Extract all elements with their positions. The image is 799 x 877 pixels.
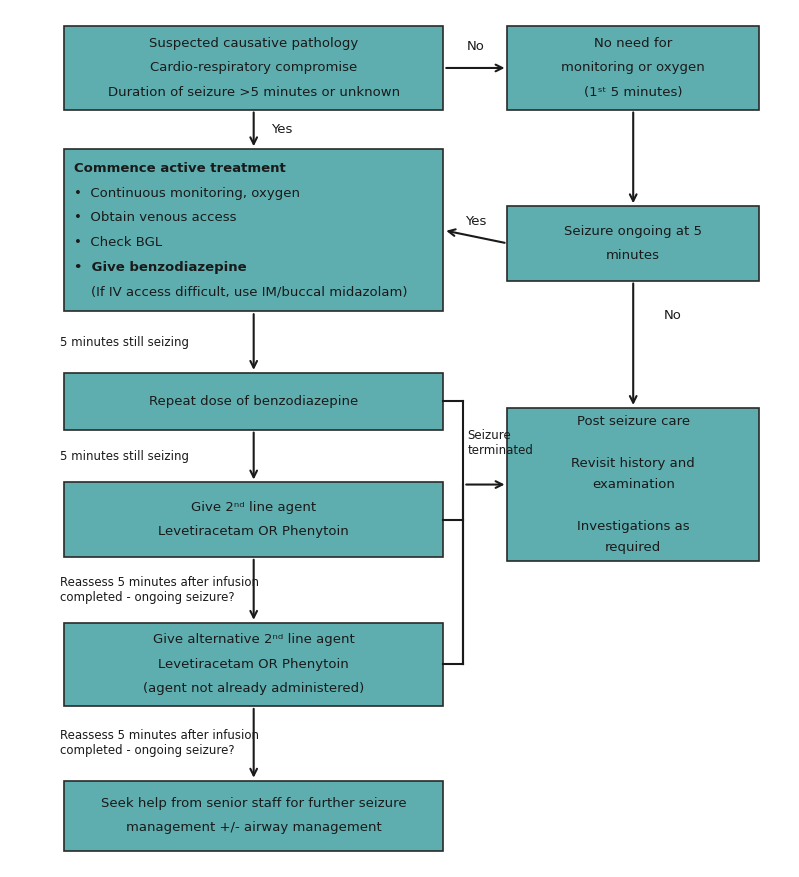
FancyBboxPatch shape	[64, 373, 443, 430]
Text: (1ˢᵗ 5 minutes): (1ˢᵗ 5 minutes)	[584, 86, 682, 99]
Text: 5 minutes still seizing: 5 minutes still seizing	[60, 336, 189, 348]
Text: monitoring or oxygen: monitoring or oxygen	[562, 61, 705, 75]
Text: (agent not already administered): (agent not already administered)	[143, 682, 364, 695]
Text: Post seizure care: Post seizure care	[577, 415, 690, 428]
Text: Give alternative 2ⁿᵈ line agent: Give alternative 2ⁿᵈ line agent	[153, 633, 355, 646]
Text: examination: examination	[592, 478, 674, 491]
Text: •  Check BGL: • Check BGL	[74, 236, 161, 249]
Text: No: No	[664, 310, 682, 322]
Text: Commence active treatment: Commence active treatment	[74, 162, 285, 175]
Text: required: required	[605, 541, 662, 554]
Text: Reassess 5 minutes after infusion
completed - ongoing seizure?: Reassess 5 minutes after infusion comple…	[60, 576, 259, 603]
Text: Duration of seizure >5 minutes or unknown: Duration of seizure >5 minutes or unknow…	[108, 86, 400, 99]
Text: •  Give benzodiazepine: • Give benzodiazepine	[74, 260, 246, 274]
Text: (If IV access difficult, use IM/buccal midazolam): (If IV access difficult, use IM/buccal m…	[74, 285, 407, 298]
FancyBboxPatch shape	[64, 482, 443, 557]
FancyBboxPatch shape	[507, 26, 759, 110]
Text: Seek help from senior staff for further seizure: Seek help from senior staff for further …	[101, 797, 407, 809]
Text: No: No	[467, 39, 484, 53]
FancyBboxPatch shape	[507, 206, 759, 281]
Text: Suspected causative pathology: Suspected causative pathology	[149, 37, 358, 50]
FancyBboxPatch shape	[64, 781, 443, 851]
FancyBboxPatch shape	[64, 623, 443, 706]
Text: Levetiracetam OR Phenytoin: Levetiracetam OR Phenytoin	[158, 525, 349, 538]
Text: Reassess 5 minutes after infusion
completed - ongoing seizure?: Reassess 5 minutes after infusion comple…	[60, 730, 259, 757]
Text: Revisit history and: Revisit history and	[571, 457, 695, 470]
Text: Investigations as: Investigations as	[577, 520, 690, 533]
Text: Levetiracetam OR Phenytoin: Levetiracetam OR Phenytoin	[158, 658, 349, 671]
Text: Seizure ongoing at 5: Seizure ongoing at 5	[564, 225, 702, 238]
Text: Seizure
terminated: Seizure terminated	[467, 429, 533, 457]
Text: Repeat dose of benzodiazepine: Repeat dose of benzodiazepine	[149, 395, 358, 408]
Text: •  Continuous monitoring, oxygen: • Continuous monitoring, oxygen	[74, 187, 300, 200]
Text: 5 minutes still seizing: 5 minutes still seizing	[60, 450, 189, 462]
Text: Yes: Yes	[271, 123, 292, 136]
Text: No need for: No need for	[594, 37, 672, 50]
FancyBboxPatch shape	[64, 26, 443, 110]
Text: minutes: minutes	[606, 249, 660, 262]
FancyBboxPatch shape	[507, 408, 759, 561]
Text: •  Obtain venous access: • Obtain venous access	[74, 211, 236, 225]
Text: management +/- airway management: management +/- airway management	[125, 822, 382, 834]
Text: Give 2ⁿᵈ line agent: Give 2ⁿᵈ line agent	[191, 501, 316, 514]
Text: Yes: Yes	[465, 215, 486, 228]
Text: Cardio-respiratory compromise: Cardio-respiratory compromise	[150, 61, 357, 75]
FancyBboxPatch shape	[64, 149, 443, 311]
